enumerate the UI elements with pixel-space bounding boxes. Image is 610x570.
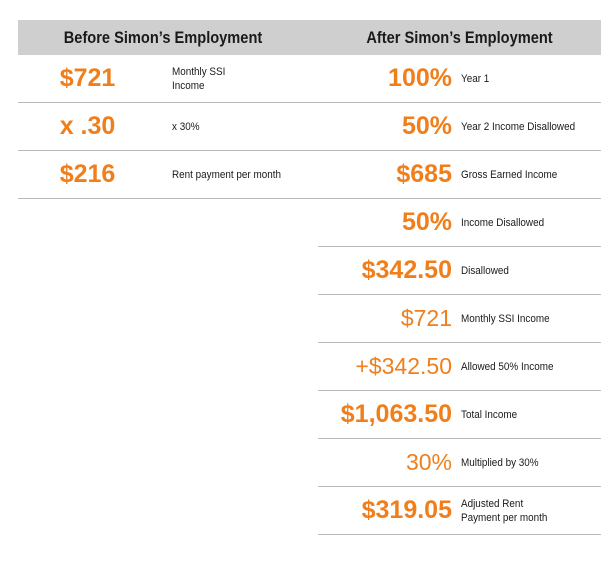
before-row-rent-payment: $216 Rent payment per month: [18, 151, 318, 199]
row-value: x .30: [59, 112, 116, 140]
row-value: 50%: [401, 112, 452, 140]
after-row-adjusted-rent: $319.05 Adjusted Rent Payment per month: [318, 487, 601, 535]
before-row-ssi-income: $721 Monthly SSI Income: [18, 55, 318, 103]
after-row-multiplied: 30% Multiplied by 30%: [318, 439, 601, 487]
row-value: 100%: [388, 64, 452, 92]
row-value: 50%: [401, 208, 452, 236]
after-row-year-1: 100% Year 1: [318, 55, 601, 103]
before-row-multiplier: x .30 x 30%: [18, 103, 318, 151]
after-row-gross-earned-income: $685 Gross Earned Income: [318, 151, 601, 199]
row-label: Rent payment per month: [172, 168, 281, 181]
after-row-allowed-income: +$342.50 Allowed 50% Income: [318, 343, 601, 391]
row-value: 30%: [405, 449, 452, 475]
row-label: Monthly SSI Income: [172, 65, 226, 92]
row-label: Adjusted Rent Payment per month: [461, 497, 548, 524]
after-row-income-disallowed: 50% Income Disallowed: [318, 199, 601, 247]
row-label: Disallowed: [461, 264, 509, 277]
row-label: Year 1: [461, 72, 490, 85]
row-label: Allowed 50% Income: [461, 360, 554, 373]
row-value: $1,063.50: [340, 400, 452, 428]
row-label: Year 2 Income Disallowed: [461, 120, 576, 133]
row-label: Monthly SSI Income: [461, 312, 550, 325]
row-value: $319.05: [361, 496, 452, 524]
row-value: $342.50: [361, 256, 452, 284]
after-row-monthly-ssi-income: $721 Monthly SSI Income: [318, 295, 601, 343]
row-label: Gross Earned Income: [461, 168, 558, 181]
row-value: $685: [396, 160, 452, 188]
row-value: $721: [59, 64, 116, 92]
row-value: +$342.50: [355, 353, 452, 379]
row-label: x 30%: [172, 120, 200, 133]
table-header: Before Simon’s Employment After Simon’s …: [18, 20, 601, 55]
row-value: $216: [59, 160, 116, 188]
row-label: Income Disallowed: [461, 216, 545, 229]
after-row-disallowed-amount: $342.50 Disallowed: [318, 247, 601, 295]
row-value: $721: [400, 305, 452, 331]
row-label: Total Income: [461, 408, 518, 421]
row-label: Multiplied by 30%: [461, 456, 539, 469]
after-row-total-income: $1,063.50 Total Income: [318, 391, 601, 439]
after-employment-heading: After Simon’s Employment: [366, 28, 553, 47]
before-employment-heading: Before Simon’s Employment: [63, 28, 263, 47]
after-row-year-2: 50% Year 2 Income Disallowed: [318, 103, 601, 151]
